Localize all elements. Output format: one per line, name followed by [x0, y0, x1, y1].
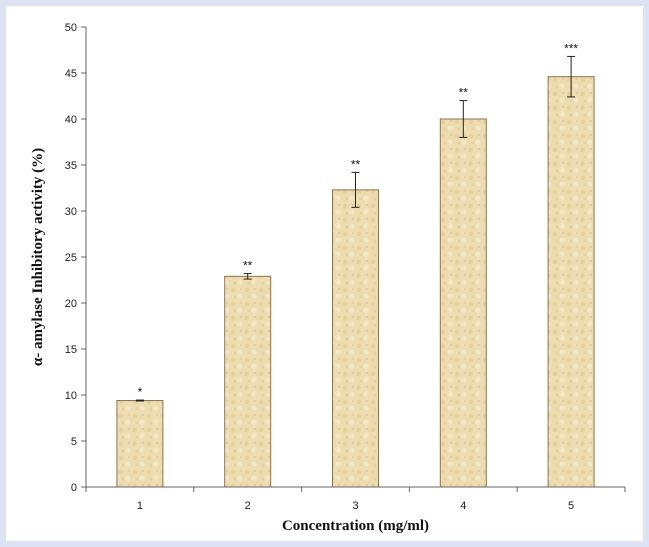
y-tick-label: 5 — [71, 436, 77, 448]
x-tick-label: 4 — [460, 500, 466, 512]
significance-label: * — [138, 385, 143, 399]
x-tick-label: 2 — [245, 500, 251, 512]
x-axis-title: Concentration (mg/ml) — [282, 518, 429, 534]
x-tick-label: 5 — [568, 500, 574, 512]
bar — [332, 189, 379, 488]
significance-label: *** — [564, 41, 578, 55]
y-tick-label: 40 — [65, 114, 77, 126]
y-tick-label: 25 — [65, 252, 77, 264]
bar — [439, 118, 487, 488]
x-tick-label: 3 — [352, 500, 358, 512]
bar — [224, 275, 272, 488]
significance-label: ** — [351, 157, 361, 171]
significance-label: ** — [459, 86, 469, 100]
y-axis-title: α- amylase Inhibitory activity (%) — [30, 148, 46, 366]
plot-area: 0 5 10 15 20 25 30 35 40 45 50 * 1 ** 2 ** 3 ** 4 *** 5 — [65, 22, 626, 512]
y-tick-label: 30 — [65, 206, 77, 218]
bar-chart: 0 5 10 15 20 25 30 35 40 45 50 * 1 ** 2 ** 3 ** 4 *** 5 Conc… — [30, 22, 626, 534]
y-tick-label: 50 — [65, 22, 77, 34]
significance-label: ** — [243, 259, 253, 273]
y-tick-label: 45 — [65, 68, 77, 80]
x-tick-label: 1 — [137, 500, 143, 512]
y-tick-label: 10 — [65, 390, 77, 402]
y-tick-label: 15 — [65, 344, 77, 356]
bar — [547, 76, 595, 488]
y-tick-label: 35 — [65, 160, 77, 172]
chart-frame: 0 5 10 15 20 25 30 35 40 45 50 * 1 ** 2 ** 3 ** 4 *** 5 Conc… — [6, 6, 643, 541]
bar — [116, 400, 164, 488]
y-tick-label: 0 — [71, 482, 77, 494]
y-tick-label: 20 — [65, 298, 77, 310]
